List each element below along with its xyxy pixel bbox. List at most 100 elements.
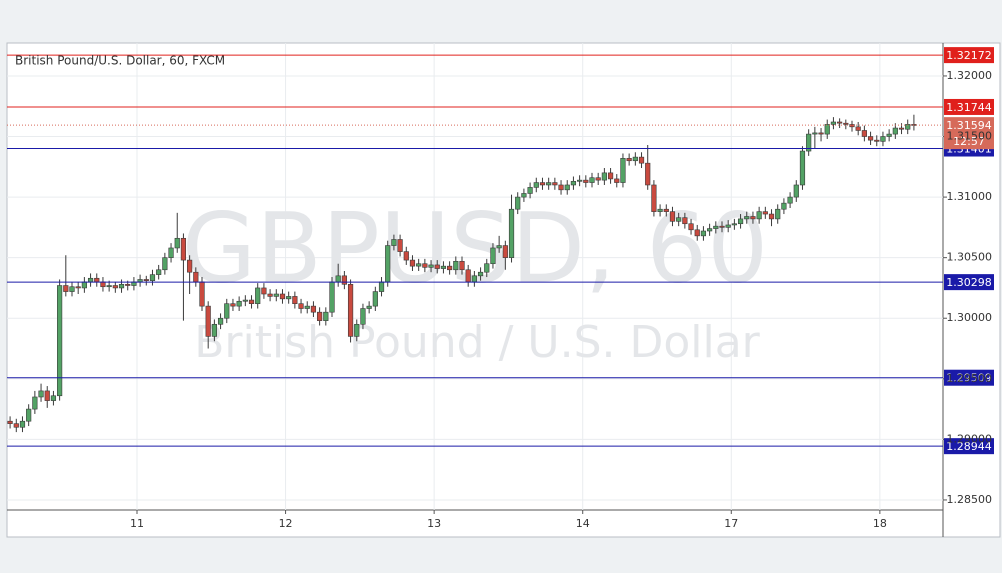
candle-body	[737, 218, 744, 225]
candle-body	[248, 299, 255, 304]
candle-body	[372, 291, 378, 307]
candle-body	[768, 213, 775, 220]
candle-body	[335, 275, 341, 283]
candle-body	[484, 263, 490, 273]
candle-body	[261, 287, 267, 295]
candle-body	[422, 263, 428, 268]
candle-body	[861, 130, 867, 137]
candle-body	[236, 300, 242, 307]
candle-body	[614, 178, 620, 183]
candle-body	[7, 420, 13, 424]
price-tag-label: 1.29509	[946, 372, 992, 385]
candle-body	[211, 323, 217, 337]
candle-body	[360, 308, 366, 325]
candle-body	[564, 184, 570, 191]
price-tag-label: 1.32172	[946, 49, 992, 62]
candle-body	[731, 223, 737, 226]
candle-body	[38, 390, 44, 398]
candle-body	[682, 217, 688, 225]
candle-body	[199, 281, 205, 307]
price-tag-label: 1.28944	[946, 440, 992, 453]
y-tick-label: 1.30000	[947, 311, 993, 324]
candle-body	[403, 251, 409, 261]
y-tick-label: 1.30500	[947, 251, 993, 264]
candle-body	[217, 317, 224, 325]
candle-body	[428, 264, 434, 268]
candle-body	[477, 271, 484, 277]
price-tag	[944, 369, 994, 386]
candle-body	[781, 202, 787, 210]
last-price-label: 1.31594	[946, 119, 992, 132]
candle-body	[143, 279, 149, 281]
candle-body	[799, 150, 806, 186]
candle-body	[601, 172, 607, 181]
candle-body	[632, 156, 638, 162]
candle-body	[378, 281, 385, 292]
candle-body	[242, 299, 248, 302]
candle-body	[434, 264, 440, 269]
candle-body	[69, 286, 75, 292]
candle-body	[162, 257, 168, 271]
candle-body	[676, 217, 682, 222]
candle-body	[849, 124, 855, 128]
candle-body	[156, 269, 162, 275]
candle-body	[471, 275, 477, 283]
price-tag	[944, 98, 994, 115]
candle-body	[385, 245, 391, 283]
candle-body	[546, 182, 552, 186]
chart-title: British Pound/U.S. Dollar, 60, FXCM	[15, 54, 225, 68]
candle-body	[818, 132, 824, 135]
candle-body	[607, 172, 614, 180]
watermark: GBPUSD, 60	[182, 192, 768, 304]
candle-body	[187, 259, 193, 273]
y-tick-label: 1.31500	[947, 130, 993, 143]
y-tick-label: 1.32000	[947, 69, 993, 82]
candle-body	[905, 124, 911, 130]
candle-body	[366, 305, 372, 309]
candle-body	[515, 196, 521, 210]
candle-body	[762, 211, 768, 215]
x-tick-label: 12	[279, 517, 293, 530]
candle-body	[292, 296, 298, 304]
candle-body	[626, 158, 632, 162]
candle-body	[577, 179, 583, 182]
y-tick-label: 1.29500	[947, 372, 993, 385]
candle-body	[87, 277, 94, 283]
x-tick-label: 13	[427, 517, 441, 530]
candle-body	[688, 223, 694, 231]
candle-body	[310, 305, 317, 313]
candle-body	[867, 136, 874, 141]
candle-body	[205, 305, 211, 337]
x-tick-label: 11	[130, 517, 144, 530]
candle-body	[533, 182, 539, 188]
candle-body	[552, 182, 558, 186]
candle-body	[806, 133, 812, 152]
candle-body	[440, 265, 447, 269]
candle-body	[416, 263, 422, 267]
candle-body	[286, 296, 292, 300]
candle-body	[26, 408, 32, 422]
price-tag	[944, 47, 994, 64]
price-tag-label: 1.30298	[946, 276, 992, 289]
candle-body	[32, 396, 38, 410]
candle-body	[880, 136, 886, 142]
candle-body	[279, 293, 286, 300]
price-tag-label: 1.31744	[946, 101, 992, 114]
candle-body	[874, 139, 880, 142]
candle-body	[75, 286, 81, 289]
candle-body	[63, 285, 69, 292]
candle-body	[700, 230, 707, 237]
candle-body	[453, 260, 459, 271]
candle-body	[725, 224, 731, 228]
candle-body	[112, 285, 118, 289]
candle-body	[465, 269, 471, 283]
candle-body	[694, 229, 700, 237]
candle-body	[570, 181, 577, 186]
watermark-subtitle: British Pound / U.S. Dollar	[194, 317, 760, 368]
candle-body	[137, 279, 143, 283]
candle-body	[50, 395, 57, 401]
candle-body	[892, 127, 898, 135]
candle-body	[180, 237, 187, 261]
